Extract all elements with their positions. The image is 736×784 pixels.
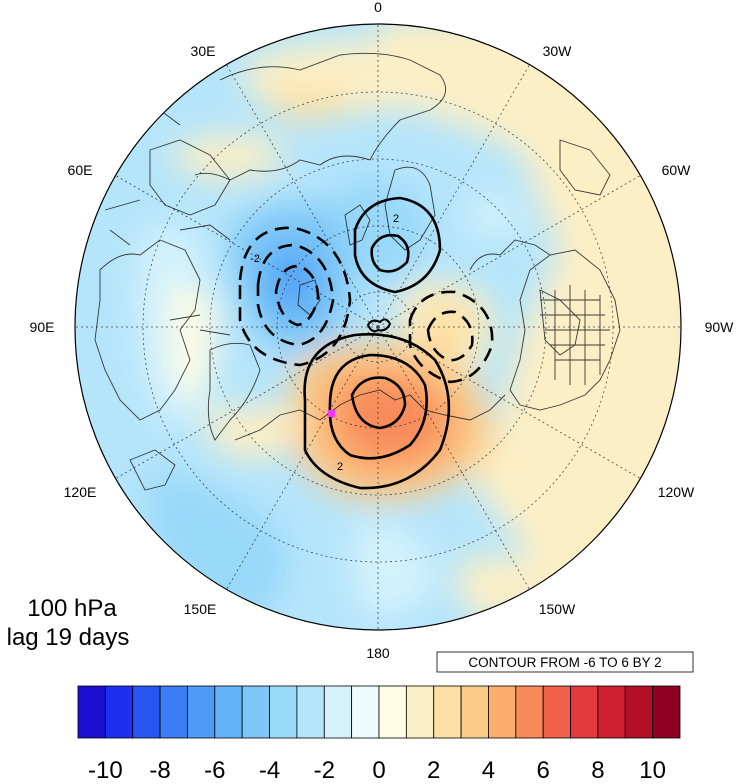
contour-positive-north-2 bbox=[353, 196, 442, 294]
lon-label-0: 0 bbox=[374, 0, 382, 15]
colorbar-swatch bbox=[159, 685, 188, 739]
colorbar-tick-labels: -10 -8 -6 -4 -2 0 2 4 6 8 10 bbox=[88, 757, 666, 784]
contour-label: 2 bbox=[337, 461, 343, 473]
lon-label-150w: 150W bbox=[539, 601, 576, 617]
contour-negative-6 bbox=[274, 264, 320, 327]
colorbar-swatch bbox=[405, 685, 435, 739]
colorbar-swatch bbox=[488, 685, 517, 739]
colorbar-tick-label: -8 bbox=[149, 757, 170, 779]
colorbar-swatch bbox=[378, 685, 407, 739]
contour-label: -2 bbox=[250, 253, 260, 265]
contour-label: 2 bbox=[393, 213, 399, 225]
longitude-labels: 0 30W 60W 90W 120W 150W 180 150E 120E 90… bbox=[30, 0, 735, 661]
colorbar-swatch bbox=[77, 685, 106, 739]
colorbar-swatch bbox=[187, 685, 216, 739]
colorbar-swatch bbox=[132, 685, 161, 739]
contour-center bbox=[366, 318, 392, 333]
colorbar-swatch bbox=[433, 685, 462, 739]
colorbar-swatch bbox=[104, 685, 134, 739]
colorbar-tick-label: 10 bbox=[639, 757, 666, 779]
colorbar-swatch bbox=[323, 685, 353, 739]
contour-note-border bbox=[436, 651, 694, 673]
contour-label-group: 2 -2 2 bbox=[250, 213, 399, 473]
colorbar-tick-label: 6 bbox=[537, 757, 550, 779]
colorbar bbox=[77, 685, 681, 739]
contour-lines-dashed bbox=[238, 226, 494, 384]
lon-label-90e: 90E bbox=[30, 319, 55, 335]
contour-negative-east-2 bbox=[408, 290, 494, 384]
contour-lines bbox=[303, 196, 451, 490]
colorbar-tick-label: 4 bbox=[482, 757, 495, 779]
colorbar-swatch bbox=[570, 685, 599, 739]
lag-label: lag 19 days bbox=[7, 624, 130, 651]
contour-negative-2 bbox=[238, 226, 352, 367]
colorbar-tick-label: 2 bbox=[427, 757, 440, 779]
contour-negative-4 bbox=[256, 243, 335, 347]
map-disc: 2 -2 2 bbox=[75, 24, 681, 630]
contour-positive-4 bbox=[328, 353, 428, 460]
map-border bbox=[74, 23, 682, 631]
colorbar-tick-label: -6 bbox=[204, 757, 225, 779]
lon-label-150e: 150E bbox=[184, 601, 217, 617]
colorbar-swatch bbox=[214, 685, 243, 739]
colorbar-tick-label: 0 bbox=[372, 757, 385, 779]
colorbar-swatch bbox=[652, 685, 681, 739]
coastlines bbox=[94, 52, 621, 491]
colorbar-swatch bbox=[296, 685, 325, 739]
lon-label-180: 180 bbox=[366, 645, 390, 661]
lon-label-60e: 60E bbox=[68, 162, 93, 178]
contour-note-box: CONTOUR FROM -6 TO 6 BY 2 bbox=[436, 651, 694, 673]
colorbar-swatch bbox=[597, 685, 626, 739]
colorbar-swatch bbox=[269, 685, 298, 739]
colorbar-swatch bbox=[460, 685, 489, 739]
level-label: 100 hPa bbox=[27, 595, 117, 622]
colorbar-tick-label: -2 bbox=[314, 757, 335, 779]
lon-label-30w: 30W bbox=[543, 43, 573, 59]
colorbar-swatch bbox=[515, 685, 544, 739]
contour-positive-north-4 bbox=[370, 233, 410, 273]
colorbar-swatch bbox=[351, 685, 380, 739]
colorbar-swatch bbox=[241, 685, 270, 739]
colorbar-tick-label: 8 bbox=[591, 757, 604, 779]
lon-label-90w: 90W bbox=[705, 319, 735, 335]
colorbar-swatch bbox=[624, 685, 654, 739]
colorbar-tick-label: -4 bbox=[259, 757, 280, 779]
contour-negative-east-4 bbox=[426, 310, 474, 362]
location-marker bbox=[328, 410, 335, 417]
graticule bbox=[75, 24, 681, 630]
contour-note: CONTOUR FROM -6 TO 6 BY 2 bbox=[468, 655, 661, 670]
lon-label-120e: 120E bbox=[64, 484, 97, 500]
lon-label-60w: 60W bbox=[662, 162, 692, 178]
colorbar-tick-label: -10 bbox=[88, 757, 123, 779]
lon-label-30e: 30E bbox=[191, 43, 216, 59]
lon-label-120w: 120W bbox=[658, 484, 695, 500]
colorbar-swatch bbox=[542, 685, 571, 739]
contour-positive-6 bbox=[350, 376, 407, 430]
